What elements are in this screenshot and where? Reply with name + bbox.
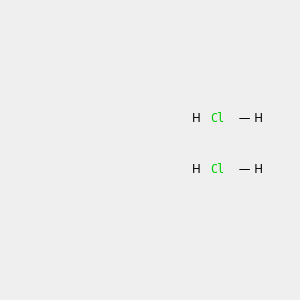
Text: Cl: Cl [210,163,224,176]
Text: — H: — H [235,163,263,176]
Text: Cl: Cl [210,112,224,125]
Text: — H: — H [235,112,263,125]
Text: H: H [192,112,201,125]
Text: H: H [192,163,201,176]
